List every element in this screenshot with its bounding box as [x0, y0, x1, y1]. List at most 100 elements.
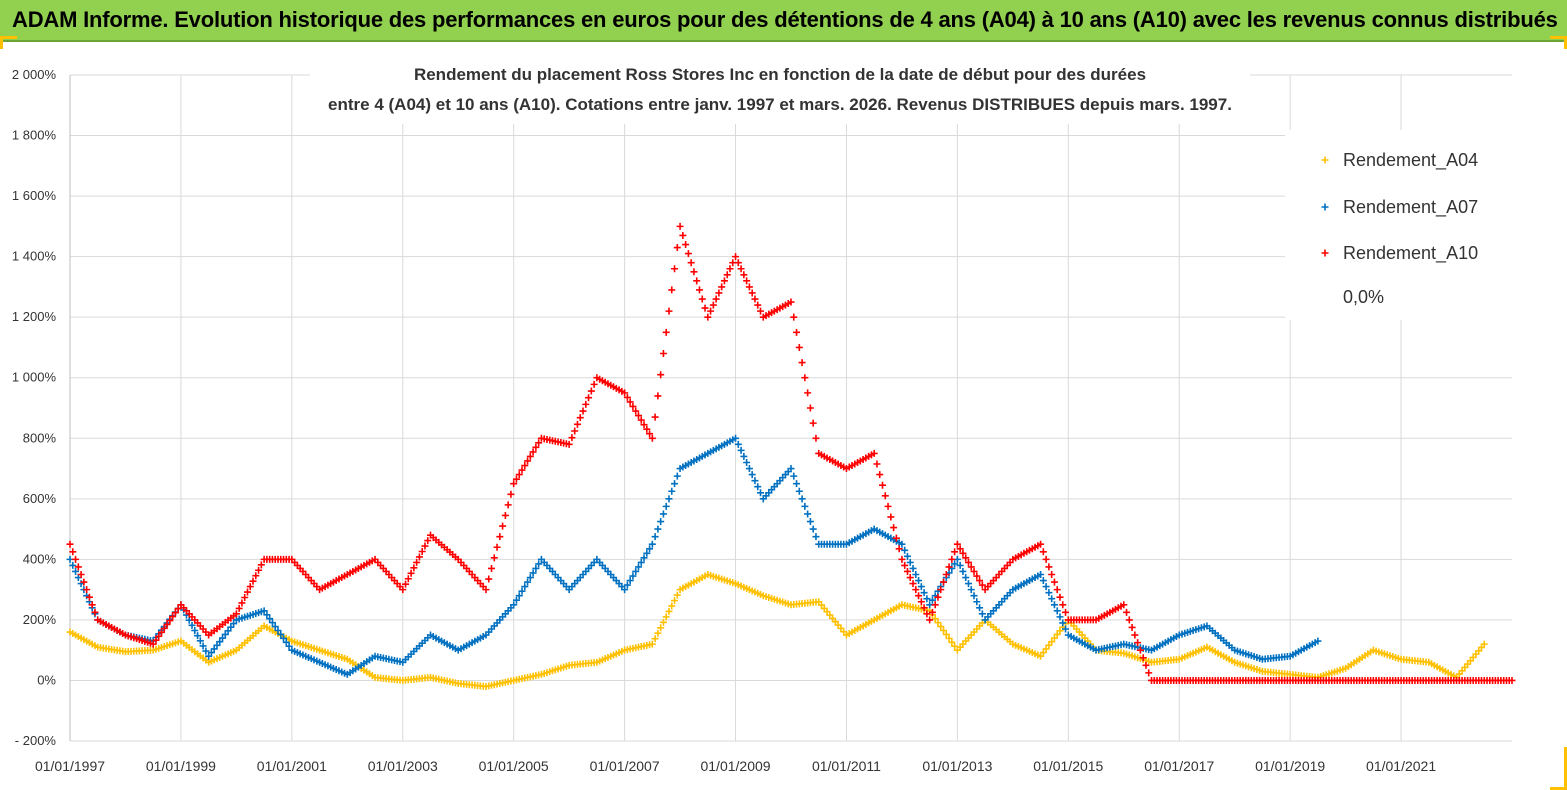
series-A04 [66, 571, 1488, 691]
data-point-A10-interp [590, 380, 598, 388]
data-point-A10-interp [662, 328, 670, 336]
data-point-A07-interp [227, 623, 235, 631]
data-point-A10-interp [723, 271, 731, 279]
data-point-A07-interp [637, 558, 645, 566]
data-point-A10-interp [568, 434, 576, 442]
data-point-A10-interp [507, 490, 515, 498]
data-point-A10-interp [629, 402, 637, 410]
data-point-A07 [621, 586, 629, 594]
chart-title-line-2: entre 4 (A04) et 10 ans (A10). Cotations… [328, 95, 1232, 114]
data-point-A10-interp [524, 457, 532, 465]
x-tick-label: 01/01/2007 [590, 758, 660, 774]
data-point-A10-interp [976, 577, 984, 585]
data-point-A07-interp [654, 525, 662, 533]
data-point-A07-interp [1062, 625, 1070, 633]
data-point-A07-interp [1056, 613, 1064, 621]
data-point-A10-interp [418, 547, 426, 555]
data-point-A07-interp [928, 596, 936, 604]
data-point-A10-interp [748, 289, 756, 297]
data-point-A10-interp [490, 554, 498, 562]
selection-corner-bottom-right [1550, 747, 1567, 790]
data-point-A07-interp [812, 533, 820, 541]
data-point-A07-interp [277, 630, 285, 638]
data-point-A07-interp [199, 642, 207, 650]
data-point-A10-interp [909, 580, 917, 588]
data-point-A10-interp [793, 328, 801, 336]
gridlines [69, 74, 1512, 742]
chart-title-line-1: Rendement du placement Ross Stores Inc e… [414, 65, 1146, 84]
data-point-A10-interp [940, 578, 948, 586]
data-point-A04 [1037, 652, 1045, 660]
data-point-A07-interp [973, 598, 981, 606]
data-point-A10-interp [241, 594, 249, 602]
data-point-A10-interp [695, 286, 703, 294]
y-tick-label: - 200% [15, 733, 57, 748]
data-point-A10-interp [709, 301, 717, 309]
data-point-A07-interp [651, 533, 659, 541]
data-point-A04-interp [948, 638, 956, 646]
data-point-A10 [1120, 601, 1128, 609]
y-tick-label: 1 200% [12, 309, 57, 324]
data-point-A04-interp [654, 629, 662, 637]
data-point-A10-interp [956, 545, 964, 553]
data-point-A10-interp [964, 558, 972, 566]
data-point-A10-interp [901, 561, 909, 569]
data-point-A07-interp [221, 630, 229, 638]
data-point-A10 [676, 222, 684, 230]
data-point-A10 [1508, 676, 1516, 684]
data-point-A10-interp [1131, 631, 1139, 639]
data-point-A10-interp [257, 561, 265, 569]
data-point-A07-interp [662, 502, 670, 510]
data-point-A07-interp [512, 596, 520, 604]
data-point-A07 [510, 601, 518, 609]
data-point-A07-interp [629, 572, 637, 580]
x-tick-label: 01/01/2005 [479, 758, 549, 774]
data-point-A07-interp [976, 604, 984, 612]
data-point-A10-interp [1039, 548, 1047, 556]
data-point-A07-interp [230, 620, 238, 628]
data-point-A10-interp [967, 563, 975, 571]
data-point-A07-interp [901, 546, 909, 554]
data-point-A07-interp [756, 489, 764, 497]
data-point-A10-interp [707, 307, 715, 315]
data-point-A10-interp [962, 554, 970, 562]
data-point-A10-interp [1134, 639, 1142, 647]
data-point-A07-interp [909, 564, 917, 572]
data-point-A07 [205, 652, 213, 660]
data-point-A10-interp [1056, 593, 1064, 601]
data-point-A04-interp [945, 634, 953, 642]
selection-corner-top-right [1550, 36, 1567, 49]
data-point-A10-interp [804, 389, 812, 397]
data-point-A10-interp [1139, 654, 1147, 662]
data-point-A10-interp [515, 471, 523, 479]
data-point-A10-interp [890, 524, 898, 532]
data-point-A07-interp [623, 581, 631, 589]
data-point-A10 [232, 610, 240, 618]
data-point-A07-interp [194, 632, 202, 640]
data-point-A10-interp [720, 277, 728, 285]
data-point-A10-interp [1142, 661, 1150, 669]
data-point-A07-interp [964, 580, 972, 588]
data-point-A07-interp [1050, 601, 1058, 609]
data-point-A04-interp [657, 624, 665, 632]
y-tick-label: 1 800% [12, 128, 57, 143]
data-point-A07-interp [748, 471, 756, 479]
data-point-A07 [1314, 637, 1322, 645]
data-point-A10-interp [970, 567, 978, 575]
data-point-A07-interp [795, 487, 803, 495]
data-point-A10 [399, 586, 407, 594]
data-point-A04-interp [671, 597, 679, 605]
data-point-A07-interp [920, 589, 928, 597]
legend-swatch-A07 [1321, 203, 1329, 211]
data-point-A07-interp [657, 518, 665, 526]
data-point-A10-interp [734, 259, 742, 267]
data-point-A10-interp [682, 241, 690, 249]
data-point-A10-interp [529, 448, 537, 456]
data-point-A10-interp [884, 502, 892, 510]
data-point-A10-interp [504, 501, 512, 509]
data-point-A07-interp [263, 611, 271, 619]
data-point-A10-interp [158, 628, 166, 636]
data-point-A10-interp [646, 430, 654, 438]
data-point-A04-interp [942, 630, 950, 638]
data-point-A10-interp [493, 543, 501, 551]
